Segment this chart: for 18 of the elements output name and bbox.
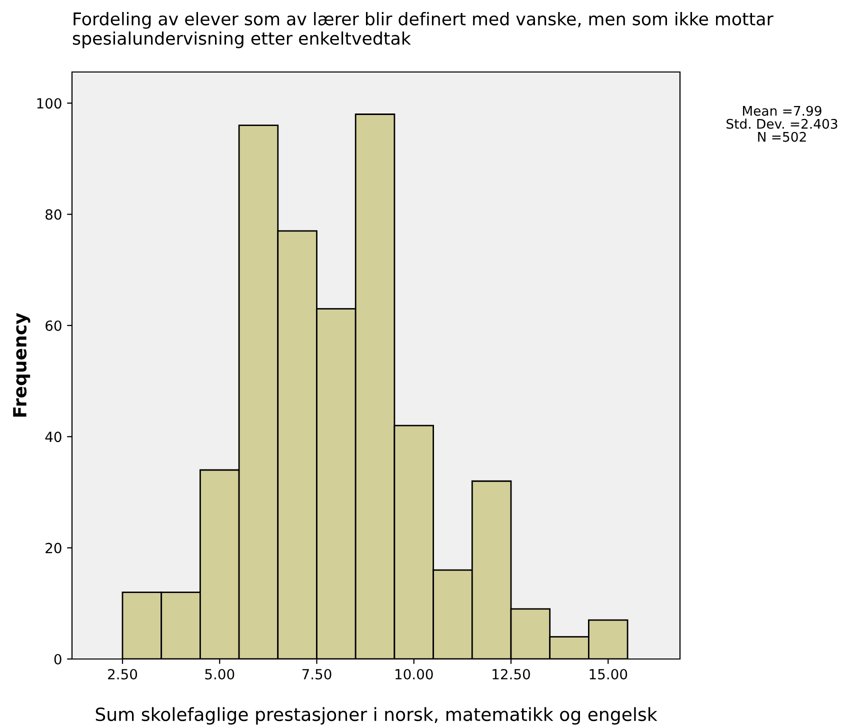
y-tick-label: 40 xyxy=(45,432,62,442)
x-tick-label: 10.00 xyxy=(396,668,433,680)
x-tick-label: 2.50 xyxy=(108,668,138,680)
text: Mean =7.99 xyxy=(743,106,822,116)
x-axis-title: Sum skolefaglige prestasjoner i norsk, matematikk og engelsk xyxy=(96,707,658,725)
x-tick-label: 12.50 xyxy=(492,668,530,680)
y-tick-label: 100 xyxy=(37,98,62,109)
x-tick-label: 15.00 xyxy=(590,668,628,680)
x-tick-label: 7.50 xyxy=(302,668,332,680)
text: Std. Dev. =2.403 xyxy=(726,118,838,129)
y-tick-label: 0 xyxy=(54,654,62,664)
text: N =502 xyxy=(758,132,806,142)
x-tick-label: 5.00 xyxy=(205,668,234,680)
chart-title: Fordeling av elever som av lærer blir definert med vanske, men som ikke mottar spesialundervisning etter enkeltvedtak xyxy=(72,12,774,48)
y-tick-label: 60 xyxy=(46,320,62,331)
y-tick-label: 80 xyxy=(46,209,62,220)
y-axis-title: Frequency xyxy=(13,312,30,417)
y-tick-label: 20 xyxy=(46,542,62,554)
